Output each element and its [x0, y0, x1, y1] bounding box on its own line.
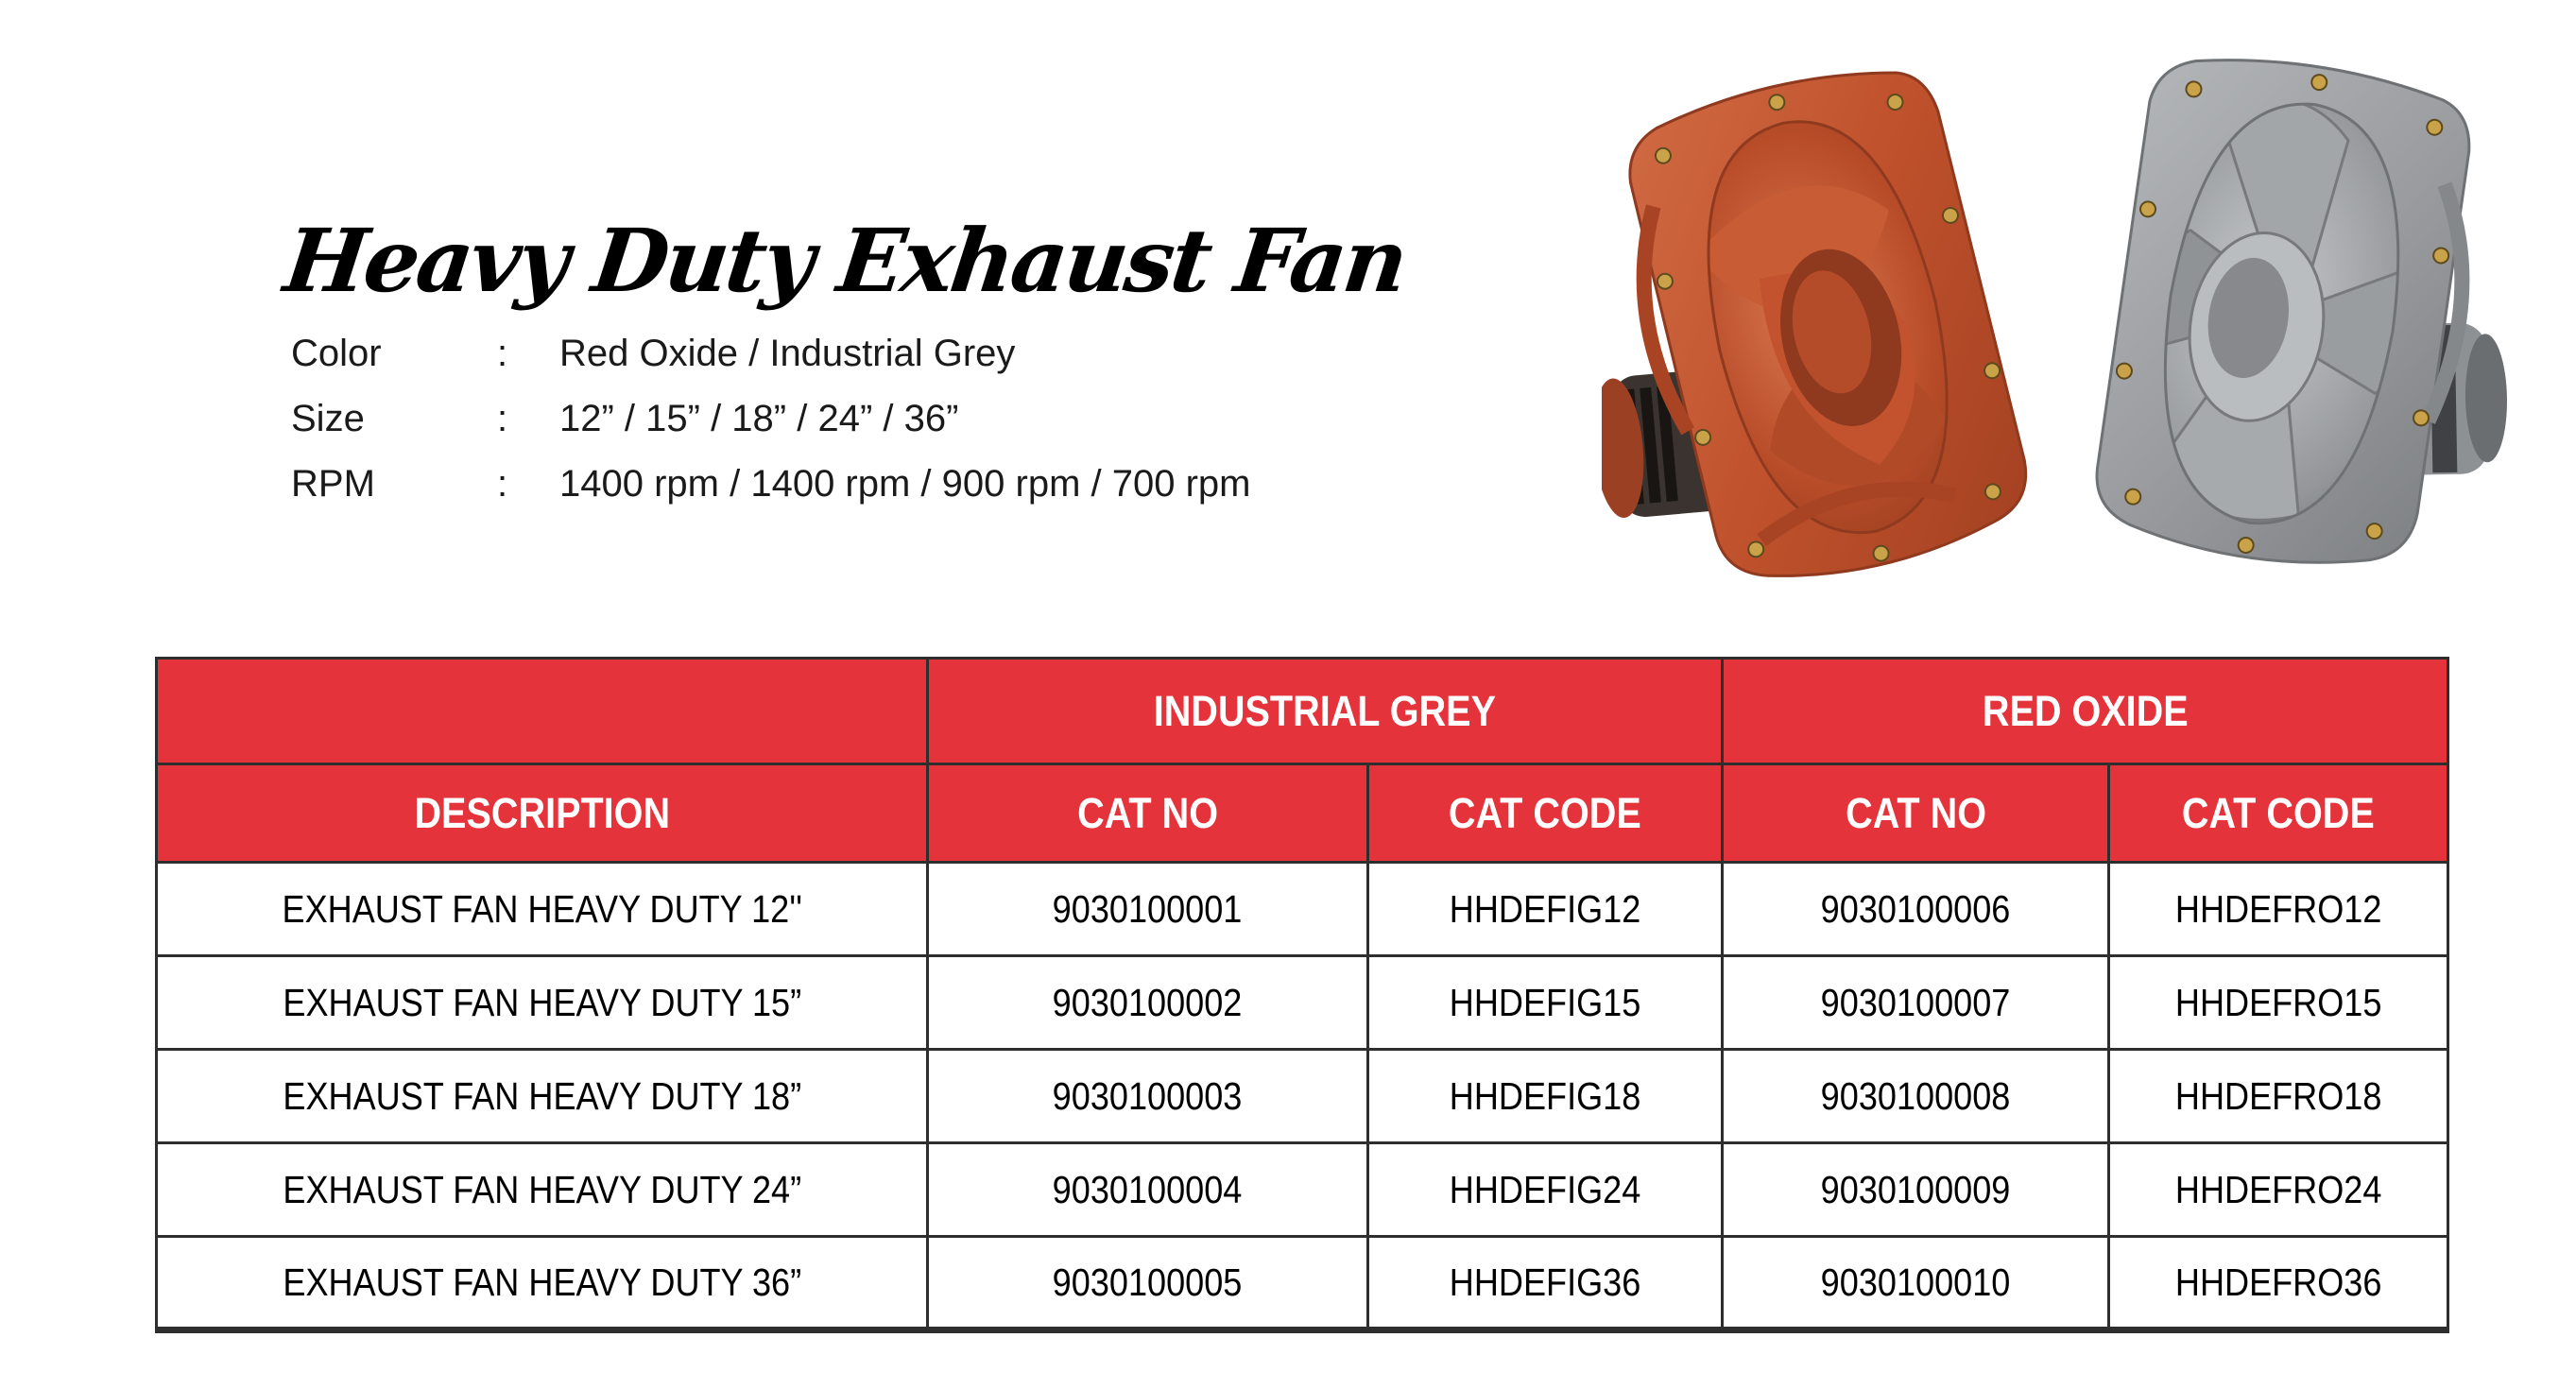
cell-description: EXHAUST FAN HEAVY DUTY 18” [154, 1048, 930, 1144]
table-row: EXHAUST FAN HEAVY DUTY 12'' 9030100001 H… [154, 861, 2449, 957]
cat-code-value: HHDEFIG18 [1449, 1073, 1641, 1118]
column-header-label: CAT NO [1845, 788, 1986, 837]
cat-no-value: 9030100004 [1052, 1167, 1243, 1211]
group-header-blank [154, 657, 930, 765]
spec-value: 1400 rpm / 1400 rpm / 900 rpm / 700 rpm [559, 463, 1251, 505]
group-header-label: RED OXIDE [1982, 686, 2189, 735]
spec-label: RPM [291, 463, 375, 505]
column-header-cat-no-grey: CAT NO [926, 763, 1369, 864]
description-value: EXHAUST FAN HEAVY DUTY 15” [283, 980, 801, 1024]
cell-cat-code: HHDEFRO18 [2107, 1048, 2449, 1144]
cat-no-value: 9030100001 [1052, 886, 1243, 931]
table-row: EXHAUST FAN HEAVY DUTY 18” 9030100003 HH… [154, 1048, 2449, 1144]
cat-no-value: 9030100010 [1820, 1260, 2011, 1304]
description-value: EXHAUST FAN HEAVY DUTY 18” [283, 1073, 801, 1118]
spec-row-color: Color : Red Oxide / Industrial Grey [291, 333, 1250, 374]
group-header-industrial-grey: INDUSTRIAL GREY [926, 657, 1725, 765]
spec-separator: : [497, 463, 508, 505]
column-header-label: DESCRIPTION [414, 788, 670, 837]
cat-code-value: HHDEFIG36 [1449, 1260, 1641, 1304]
spec-label: Size [291, 398, 365, 439]
catalog-table: INDUSTRIAL GREY RED OXIDE DESCRIPTION CA… [154, 657, 2449, 1333]
red-oxide-fan-image [1602, 71, 2028, 577]
cell-cat-code: HHDEFIG15 [1365, 954, 1725, 1051]
cell-cat-no: 9030100009 [1721, 1141, 2111, 1238]
cell-cat-no: 9030100005 [926, 1235, 1369, 1333]
cell-cat-code: HHDEFRO15 [2107, 954, 2449, 1051]
table-row: EXHAUST FAN HEAVY DUTY 36” 9030100005 HH… [154, 1235, 2449, 1333]
cell-cat-code: HHDEFIG18 [1365, 1048, 1725, 1144]
group-header-red-oxide: RED OXIDE [1721, 657, 2449, 765]
cell-cat-code: HHDEFRO12 [2107, 861, 2449, 957]
cat-code-value: HHDEFRO15 [2174, 980, 2382, 1024]
cell-cat-no: 9030100002 [926, 954, 1369, 1051]
column-header-label: CAT NO [1076, 788, 1218, 837]
cell-cat-no: 9030100003 [926, 1048, 1369, 1144]
cell-description: EXHAUST FAN HEAVY DUTY 36” [154, 1235, 930, 1333]
industrial-grey-fan-image [2095, 59, 2508, 564]
cat-code-value: HHDEFRO12 [2174, 886, 2382, 931]
cat-no-value: 9030100002 [1052, 980, 1243, 1024]
cat-no-value: 9030100007 [1820, 980, 2011, 1024]
cat-no-value: 9030100005 [1052, 1260, 1243, 1304]
cat-code-value: HHDEFIG12 [1449, 886, 1641, 931]
column-header-label: CAT CODE [1449, 788, 1641, 837]
cell-cat-code: HHDEFRO24 [2107, 1141, 2449, 1238]
page-title: Heavy Duty Exhaust Fan [279, 210, 1411, 312]
cell-cat-code: HHDEFRO36 [2107, 1235, 2449, 1333]
cell-cat-code: HHDEFIG36 [1365, 1235, 1725, 1333]
cell-cat-no: 9030100008 [1721, 1048, 2111, 1144]
cell-cat-no: 9030100006 [1721, 861, 2111, 957]
spec-row-size: Size : 12” / 15” / 18” / 24” / 36” [291, 398, 1250, 439]
cell-cat-no: 9030100010 [1721, 1235, 2111, 1333]
cat-code-value: HHDEFRO18 [2174, 1073, 2382, 1118]
spec-value: Red Oxide / Industrial Grey [559, 333, 1016, 374]
group-header-label: INDUSTRIAL GREY [1154, 686, 1497, 735]
column-header-cat-no-red: CAT NO [1721, 763, 2111, 864]
cell-cat-no: 9030100007 [1721, 954, 2111, 1051]
column-header-description: DESCRIPTION [154, 763, 930, 864]
cat-no-value: 9030100006 [1820, 886, 2011, 931]
cat-code-value: HHDEFRO36 [2174, 1260, 2382, 1304]
description-value: EXHAUST FAN HEAVY DUTY 12'' [282, 886, 802, 931]
cat-no-value: 9030100008 [1820, 1073, 2011, 1118]
cat-no-value: 9030100009 [1820, 1167, 2011, 1211]
spec-separator: : [497, 398, 508, 439]
column-header-cat-code-grey: CAT CODE [1365, 763, 1725, 864]
cell-cat-no: 9030100004 [926, 1141, 1369, 1238]
cell-cat-code: HHDEFIG12 [1365, 861, 1725, 957]
table-group-header-row: INDUSTRIAL GREY RED OXIDE [154, 657, 2449, 765]
cell-cat-code: HHDEFIG24 [1365, 1141, 1725, 1238]
cell-description: EXHAUST FAN HEAVY DUTY 15” [154, 954, 930, 1051]
column-header-cat-code-red: CAT CODE [2107, 763, 2449, 864]
cat-code-value: HHDEFIG24 [1449, 1167, 1641, 1211]
cell-description: EXHAUST FAN HEAVY DUTY 24” [154, 1141, 930, 1238]
table-row: EXHAUST FAN HEAVY DUTY 24” 9030100004 HH… [154, 1141, 2449, 1238]
cell-description: EXHAUST FAN HEAVY DUTY 12'' [154, 861, 930, 957]
cell-cat-no: 9030100001 [926, 861, 1369, 957]
spec-row-rpm: RPM : 1400 rpm / 1400 rpm / 900 rpm / 70… [291, 463, 1250, 505]
spec-label: Color [291, 333, 382, 374]
spec-value: 12” / 15” / 18” / 24” / 36” [559, 398, 959, 439]
cat-code-value: HHDEFIG15 [1449, 980, 1641, 1024]
spec-list: Color : Red Oxide / Industrial Grey Size… [291, 333, 1250, 528]
cat-code-value: HHDEFRO24 [2174, 1167, 2382, 1211]
cat-no-value: 9030100003 [1052, 1073, 1243, 1118]
table-row: EXHAUST FAN HEAVY DUTY 15” 9030100002 HH… [154, 954, 2449, 1051]
spec-separator: : [497, 333, 508, 374]
table-column-header-row: DESCRIPTION CAT NO CAT CODE CAT NO CAT C… [154, 763, 2449, 864]
description-value: EXHAUST FAN HEAVY DUTY 24” [283, 1167, 801, 1211]
description-value: EXHAUST FAN HEAVY DUTY 36” [283, 1260, 801, 1304]
column-header-label: CAT CODE [2182, 788, 2375, 837]
